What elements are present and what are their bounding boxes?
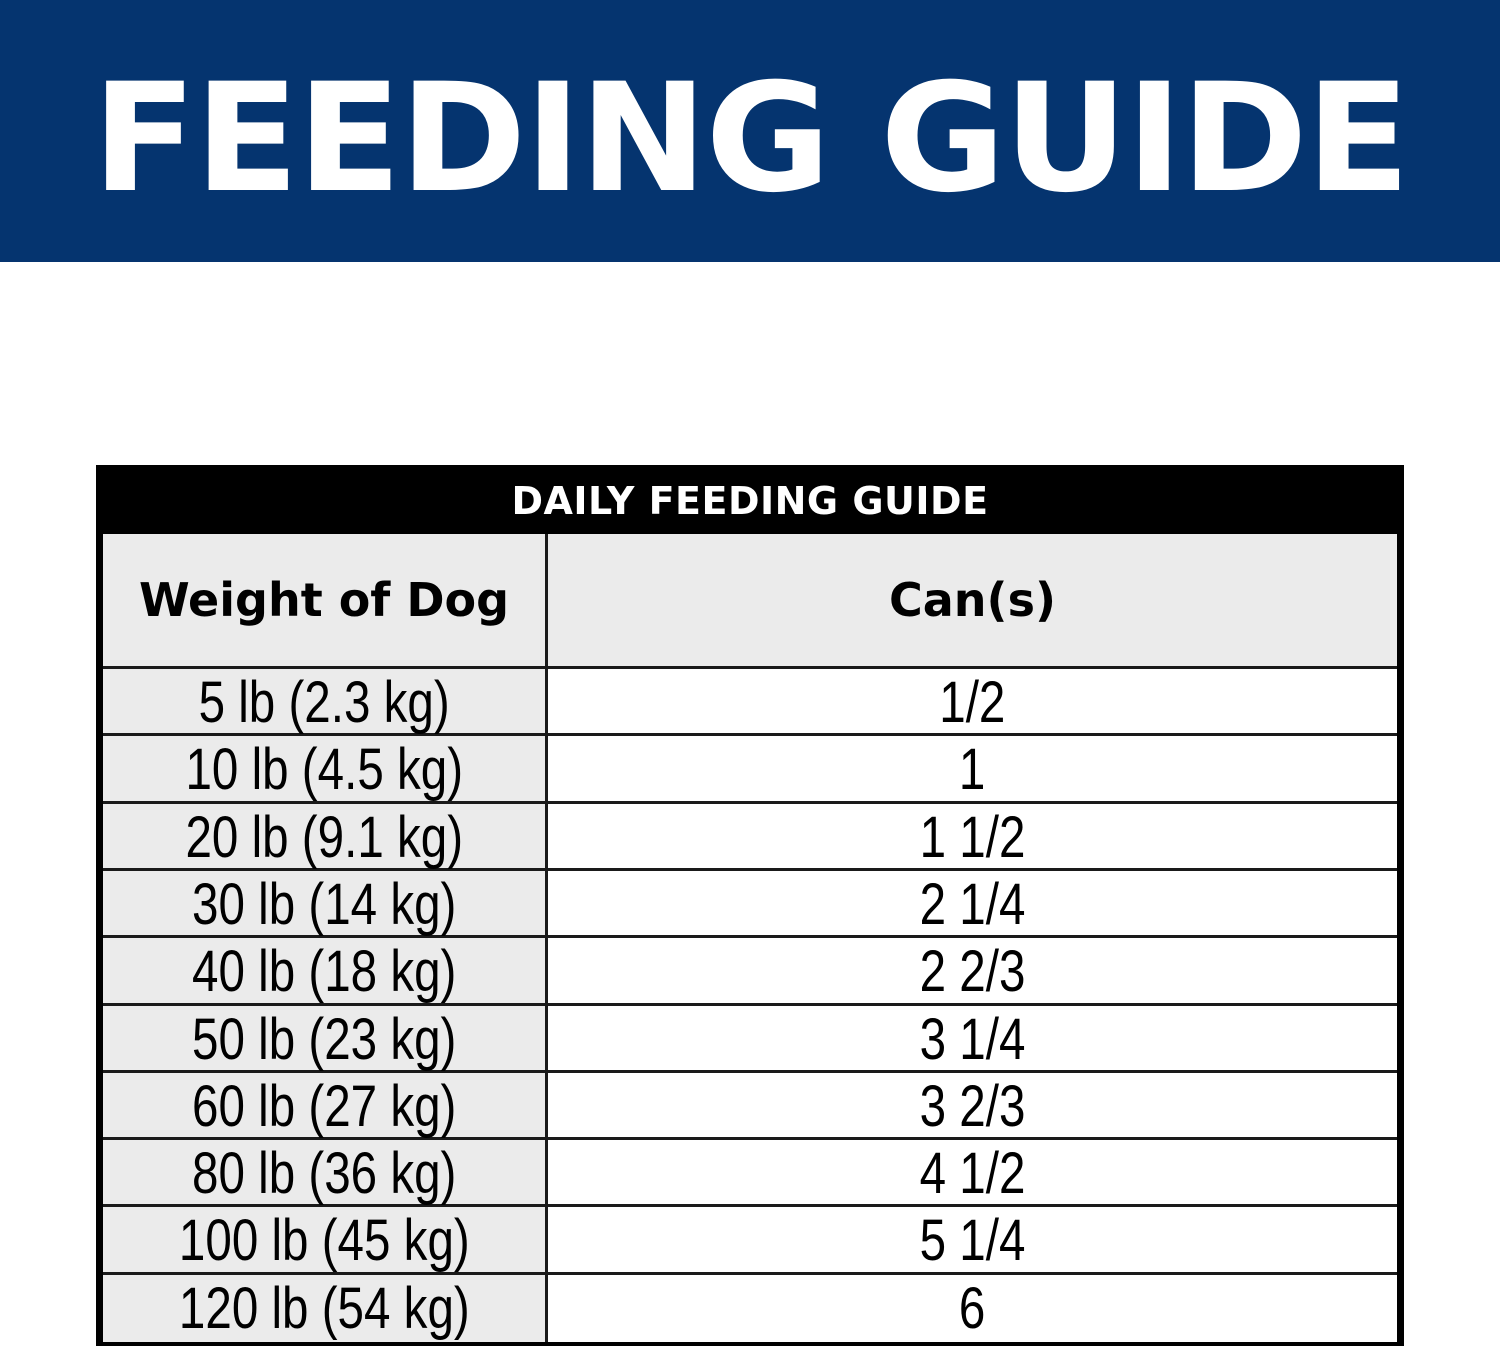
table-row: 30 lb (14 kg) 2 1/4 — [103, 867, 1397, 938]
table-row: 60 lb (27 kg) 3 2/3 — [103, 1069, 1397, 1140]
cans-value: 1/2 — [939, 670, 1006, 736]
cans-cell: 3 2/3 — [548, 1072, 1397, 1140]
weight-value: 30 lb (14 kg) — [191, 871, 457, 937]
cans-value: 5 1/4 — [919, 1208, 1026, 1274]
daily-feeding-table: DAILY FEEDING GUIDE Weight of Dog Can(s)… — [96, 465, 1404, 1346]
table-header-row: Weight of Dog Can(s) — [103, 534, 1397, 667]
cans-cell: 3 1/4 — [548, 1005, 1397, 1073]
weight-value: 10 lb (4.5 kg) — [185, 737, 463, 803]
weight-value: 40 lb (18 kg) — [191, 939, 457, 1005]
weight-value: 100 lb (45 kg) — [178, 1208, 470, 1274]
table-row: 10 lb (4.5 kg) 1 — [103, 733, 1397, 804]
cans-value: 2 1/4 — [919, 871, 1026, 937]
weight-cell: 120 lb (54 kg) — [103, 1274, 548, 1342]
table-row: 5 lb (2.3 kg) 1/2 — [103, 666, 1397, 737]
cans-cell: 1 — [548, 736, 1397, 804]
cans-value: 1 — [959, 737, 986, 803]
weight-value: 5 lb (2.3 kg) — [198, 670, 450, 736]
cans-cell: 1 1/2 — [548, 803, 1397, 871]
weight-cell: 100 lb (45 kg) — [103, 1207, 548, 1275]
weight-cell: 5 lb (2.3 kg) — [103, 669, 548, 737]
weight-cell: 80 lb (36 kg) — [103, 1140, 548, 1208]
table-row: 50 lb (23 kg) 3 1/4 — [103, 1002, 1397, 1073]
weight-cell: 30 lb (14 kg) — [103, 870, 548, 938]
cans-cell: 2 2/3 — [548, 938, 1397, 1006]
column-header-weight: Weight of Dog — [103, 534, 548, 667]
weight-value: 60 lb (27 kg) — [191, 1073, 457, 1139]
weight-cell: 10 lb (4.5 kg) — [103, 736, 548, 804]
cans-cell: 2 1/4 — [548, 870, 1397, 938]
cans-cell: 5 1/4 — [548, 1207, 1397, 1275]
table-row: 120 lb (54 kg) 6 — [103, 1271, 1397, 1342]
cans-value: 1 1/2 — [919, 804, 1026, 870]
weight-cell: 60 lb (27 kg) — [103, 1072, 548, 1140]
table-row: 100 lb (45 kg) 5 1/4 — [103, 1204, 1397, 1275]
table-grid: Weight of Dog Can(s) 5 lb (2.3 kg) 1/2 1… — [103, 534, 1397, 1342]
cans-cell: 1/2 — [548, 669, 1397, 737]
weight-value: 20 lb (9.1 kg) — [185, 804, 463, 870]
cans-cell: 4 1/2 — [548, 1140, 1397, 1208]
page-title: FEEDING GUIDE — [91, 52, 1410, 226]
page-banner: FEEDING GUIDE — [0, 0, 1500, 262]
column-header-cans: Can(s) — [548, 534, 1397, 667]
weight-cell: 20 lb (9.1 kg) — [103, 803, 548, 871]
cans-value: 3 2/3 — [919, 1073, 1026, 1139]
table-row: 80 lb (36 kg) 4 1/2 — [103, 1137, 1397, 1208]
cans-value: 3 1/4 — [919, 1006, 1026, 1072]
table-row: 20 lb (9.1 kg) 1 1/2 — [103, 800, 1397, 871]
cans-value: 6 — [959, 1275, 986, 1341]
cans-value: 2 2/3 — [919, 939, 1026, 1005]
weight-value: 50 lb (23 kg) — [191, 1006, 457, 1072]
weight-value: 80 lb (36 kg) — [191, 1141, 457, 1207]
table-row: 40 lb (18 kg) 2 2/3 — [103, 935, 1397, 1006]
cans-value: 4 1/2 — [919, 1141, 1026, 1207]
cans-cell: 6 — [548, 1274, 1397, 1342]
weight-cell: 50 lb (23 kg) — [103, 1005, 548, 1073]
table-caption: DAILY FEEDING GUIDE — [511, 478, 989, 523]
weight-value: 120 lb (54 kg) — [178, 1275, 470, 1341]
weight-cell: 40 lb (18 kg) — [103, 938, 548, 1006]
